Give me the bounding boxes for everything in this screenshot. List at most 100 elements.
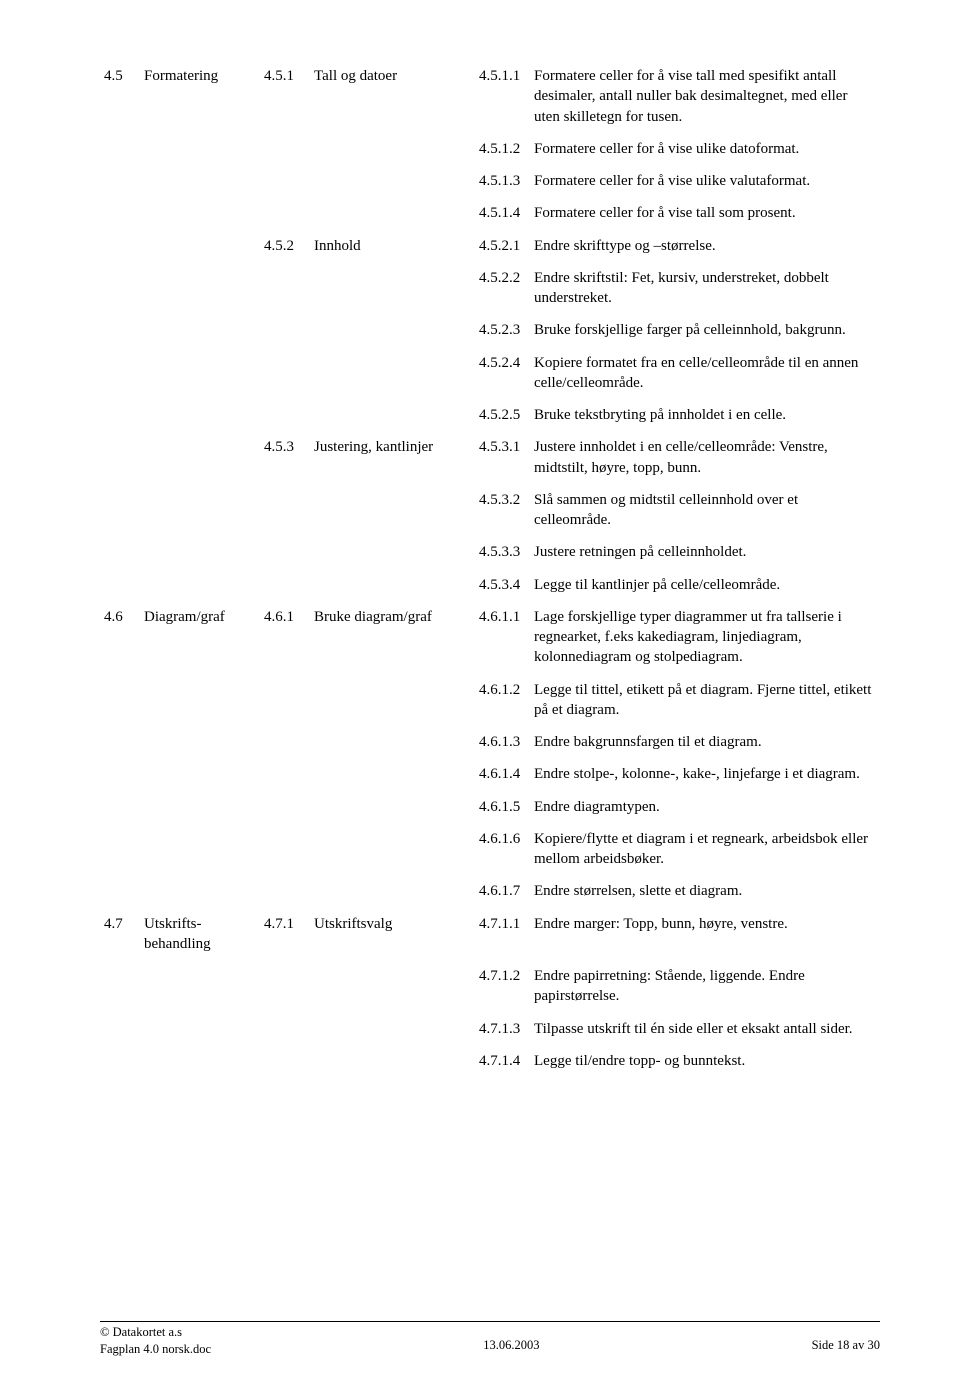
cell-c2 xyxy=(140,1045,260,1077)
cell-c4 xyxy=(310,314,475,346)
cell-c4 xyxy=(310,484,475,537)
cell-c5: 4.5.1.3 xyxy=(475,165,530,197)
cell-c3 xyxy=(260,133,310,165)
cell-c3 xyxy=(260,262,310,315)
cell-c3 xyxy=(260,674,310,727)
cell-c4 xyxy=(310,536,475,568)
cell-c2 xyxy=(140,1013,260,1045)
cell-c3 xyxy=(260,791,310,823)
cell-c3 xyxy=(260,314,310,346)
cell-c2 xyxy=(140,484,260,537)
cell-c3 xyxy=(260,1045,310,1077)
cell-c4: Justering, kantlinjer xyxy=(310,431,475,484)
cell-c5: 4.7.1.1 xyxy=(475,908,530,961)
cell-c1: 4.6 xyxy=(100,601,140,674)
cell-c3 xyxy=(260,1013,310,1045)
cell-c1: 4.5 xyxy=(100,60,140,133)
cell-c4 xyxy=(310,823,475,876)
cell-c6: Kopiere formatet fra en celle/celleområd… xyxy=(530,347,880,400)
cell-c1 xyxy=(100,431,140,484)
cell-c6: Justere retningen på celleinnholdet. xyxy=(530,536,880,568)
cell-c6: Endre skrifttype og –størrelse. xyxy=(530,230,880,262)
cell-c5: 4.6.1.1 xyxy=(475,601,530,674)
cell-c3 xyxy=(260,197,310,229)
table-row: 4.6Diagram/graf4.6.1Bruke diagram/graf4.… xyxy=(100,601,880,674)
cell-c2: Utskrifts-behandling xyxy=(140,908,260,961)
cell-c2 xyxy=(140,347,260,400)
cell-c4 xyxy=(310,758,475,790)
cell-c4 xyxy=(310,1013,475,1045)
cell-c2 xyxy=(140,758,260,790)
table-row: 4.5.1.2Formatere celler for å vise ulike… xyxy=(100,133,880,165)
cell-c6: Slå sammen og midtstil celleinnhold over… xyxy=(530,484,880,537)
cell-c4 xyxy=(310,165,475,197)
cell-c6: Endre stolpe-, kolonne-, kake-, linjefar… xyxy=(530,758,880,790)
cell-c4: Bruke diagram/graf xyxy=(310,601,475,674)
filename: Fagplan 4.0 norsk.doc xyxy=(100,1341,211,1358)
cell-c4 xyxy=(310,791,475,823)
cell-c1 xyxy=(100,197,140,229)
cell-c4 xyxy=(310,726,475,758)
cell-c4: Innhold xyxy=(310,230,475,262)
cell-c2 xyxy=(140,431,260,484)
cell-c1 xyxy=(100,823,140,876)
cell-c6: Endre skriftstil: Fet, kursiv, understre… xyxy=(530,262,880,315)
cell-c5: 4.6.1.3 xyxy=(475,726,530,758)
syllabus-table: 4.5Formatering4.5.1Tall og datoer4.5.1.1… xyxy=(100,60,880,1077)
table-row: 4.5.3.4Legge til kantlinjer på celle/cel… xyxy=(100,569,880,601)
cell-c2 xyxy=(140,875,260,907)
cell-c4 xyxy=(310,960,475,1013)
cell-c5: 4.7.1.4 xyxy=(475,1045,530,1077)
cell-c5: 4.6.1.2 xyxy=(475,674,530,727)
cell-c6: Formatere celler for å vise ulike valuta… xyxy=(530,165,880,197)
cell-c3 xyxy=(260,399,310,431)
cell-c5: 4.5.2.1 xyxy=(475,230,530,262)
cell-c1: 4.7 xyxy=(100,908,140,961)
cell-c1 xyxy=(100,791,140,823)
cell-c6: Endre marger: Topp, bunn, høyre, venstre… xyxy=(530,908,880,961)
cell-c1 xyxy=(100,1013,140,1045)
cell-c2 xyxy=(140,165,260,197)
cell-c3 xyxy=(260,569,310,601)
cell-c3 xyxy=(260,484,310,537)
cell-c2 xyxy=(140,536,260,568)
cell-c2 xyxy=(140,823,260,876)
cell-c3 xyxy=(260,726,310,758)
cell-c5: 4.5.3.4 xyxy=(475,569,530,601)
cell-c6: Formatere celler for å vise ulike datofo… xyxy=(530,133,880,165)
cell-c1 xyxy=(100,230,140,262)
cell-c6: Endre størrelsen, slette et diagram. xyxy=(530,875,880,907)
table-row: 4.5.3Justering, kantlinjer4.5.3.1Justere… xyxy=(100,431,880,484)
cell-c3 xyxy=(260,875,310,907)
cell-c5: 4.5.3.3 xyxy=(475,536,530,568)
cell-c1 xyxy=(100,674,140,727)
footer-left: © Datakortet a.s Fagplan 4.0 norsk.doc xyxy=(100,1324,211,1358)
cell-c4 xyxy=(310,875,475,907)
cell-c2 xyxy=(140,791,260,823)
cell-c2 xyxy=(140,197,260,229)
cell-c1 xyxy=(100,262,140,315)
cell-c1 xyxy=(100,569,140,601)
cell-c4 xyxy=(310,262,475,315)
cell-c5: 4.6.1.5 xyxy=(475,791,530,823)
cell-c3: 4.6.1 xyxy=(260,601,310,674)
cell-c5: 4.5.1.4 xyxy=(475,197,530,229)
cell-c5: 4.6.1.6 xyxy=(475,823,530,876)
cell-c6: Endre diagramtypen. xyxy=(530,791,880,823)
cell-c5: 4.5.2.4 xyxy=(475,347,530,400)
cell-c1 xyxy=(100,165,140,197)
cell-c6: Kopiere/flytte et diagram i et regneark,… xyxy=(530,823,880,876)
table-row: 4.6.1.5Endre diagramtypen. xyxy=(100,791,880,823)
table-row: 4.5.3.3Justere retningen på celleinnhold… xyxy=(100,536,880,568)
cell-c3: 4.7.1 xyxy=(260,908,310,961)
cell-c5: 4.5.2.3 xyxy=(475,314,530,346)
cell-c6: Legge til tittel, etikett på et diagram.… xyxy=(530,674,880,727)
cell-c3 xyxy=(260,758,310,790)
cell-c4: Utskriftsvalg xyxy=(310,908,475,961)
cell-c4 xyxy=(310,1045,475,1077)
cell-c1 xyxy=(100,484,140,537)
table-row: 4.6.1.7Endre størrelsen, slette et diagr… xyxy=(100,875,880,907)
cell-c2 xyxy=(140,726,260,758)
table-row: 4.5.3.2Slå sammen og midtstil celleinnho… xyxy=(100,484,880,537)
table-row: 4.5Formatering4.5.1Tall og datoer4.5.1.1… xyxy=(100,60,880,133)
